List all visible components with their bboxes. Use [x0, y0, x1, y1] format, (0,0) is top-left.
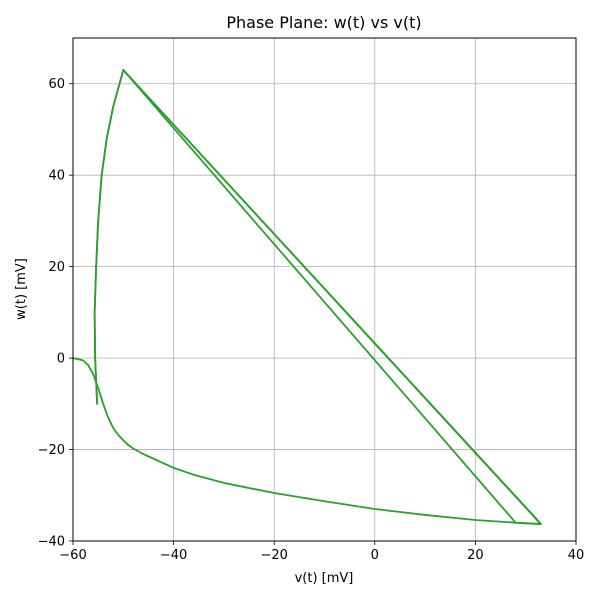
- y-tick-label: 20: [48, 260, 65, 275]
- trajectory-line-0: [72, 357, 542, 525]
- x-tick-label: −20: [260, 548, 287, 563]
- x-axis-label: v(t) [mV]: [295, 571, 354, 586]
- chart-title: Phase Plane: w(t) vs v(t): [226, 13, 421, 32]
- trajectory-line-3: [122, 69, 542, 525]
- y-tick-label: 60: [48, 77, 65, 92]
- y-tick-label: 40: [48, 169, 65, 184]
- x-tick-label: −60: [59, 548, 86, 563]
- y-tick-label: −40: [38, 535, 65, 550]
- y-tick-label: −20: [38, 443, 65, 458]
- x-tick-label: 0: [371, 548, 379, 563]
- y-tick-label: 0: [57, 352, 65, 367]
- x-tick-label: 20: [467, 548, 484, 563]
- trajectory-line-4: [122, 69, 542, 525]
- x-tick-label: 40: [568, 548, 585, 563]
- series-group: [72, 69, 542, 525]
- y-axis-label: w(t) [mV]: [14, 258, 29, 320]
- x-tick-label: −40: [160, 548, 187, 563]
- axes-frame: [72, 37, 577, 542]
